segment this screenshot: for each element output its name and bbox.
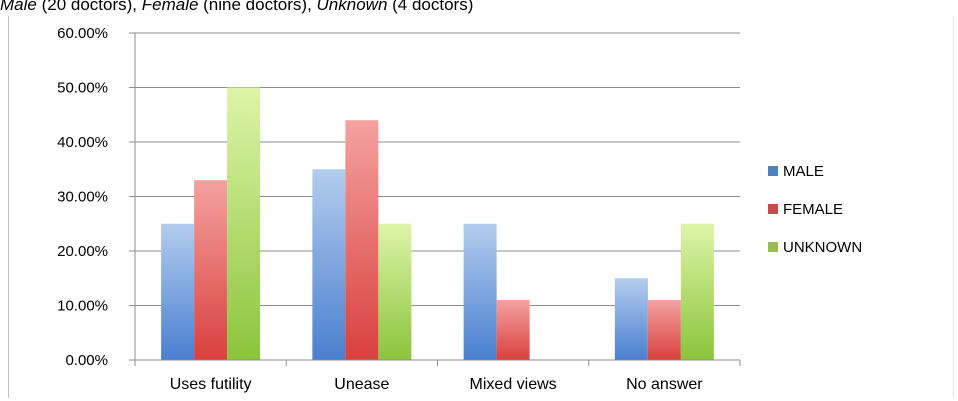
y-tick-label: 40.00% (57, 134, 108, 151)
caption-unknown: Unknown (316, 0, 388, 14)
caption-unknown-count: (4 doctors) (387, 0, 474, 14)
x-category-label: Unease (334, 376, 389, 393)
bar-female-3 (496, 300, 530, 360)
y-axis-tick-labels: 0.00% 10.00% 20.00% 30.00% 40.00% 50.00% 60.00… (57, 25, 108, 369)
bar-unknown-4 (680, 223, 714, 360)
x-category-label: Uses futility (170, 376, 252, 393)
bar-female-1 (194, 180, 228, 360)
legend-swatch-female (768, 204, 778, 214)
bar-unknown-2 (378, 223, 412, 360)
x-category-label: No answer (626, 376, 703, 393)
bar-female-2 (345, 120, 379, 360)
y-tick-label: 0.00% (65, 352, 108, 369)
bar-male-3 (463, 223, 497, 360)
y-tick-label: 20.00% (57, 243, 108, 260)
figure-caption: Male (20 doctors), Female (nine doctors)… (0, 0, 958, 21)
caption-female: Female (141, 0, 199, 14)
y-tick-label: 10.00% (57, 298, 108, 315)
legend-swatch-male (768, 166, 778, 176)
legend-label-unknown: UNKNOWN (783, 239, 862, 256)
y-tick-label: 30.00% (57, 189, 108, 206)
caption-male: Male (0, 0, 37, 14)
legend-swatch-unknown (768, 242, 778, 252)
bar-male-4 (614, 278, 648, 360)
bar-female-4 (647, 300, 681, 360)
legend-label-male: MALE (783, 163, 824, 180)
bar-unknown-1 (227, 87, 261, 360)
x-axis-category-labels: Uses futility Unease Mixed views No answer (170, 376, 704, 393)
legend-label-female: FEMALE (783, 201, 843, 218)
chart-frame (8, 16, 954, 398)
y-tick-label: 50.00% (57, 80, 108, 97)
x-category-label: Mixed views (470, 376, 557, 393)
bars (161, 87, 714, 360)
caption-female-count: (nine doctors), (198, 0, 317, 14)
bar-male-1 (161, 223, 195, 360)
axes (134, 33, 741, 366)
y-tick-label: 60.00% (57, 25, 108, 42)
legend: MALE FEMALE UNKNOWN (768, 163, 862, 256)
caption-male-count: (20 doctors), (36, 0, 142, 14)
bar-male-2 (312, 169, 346, 360)
